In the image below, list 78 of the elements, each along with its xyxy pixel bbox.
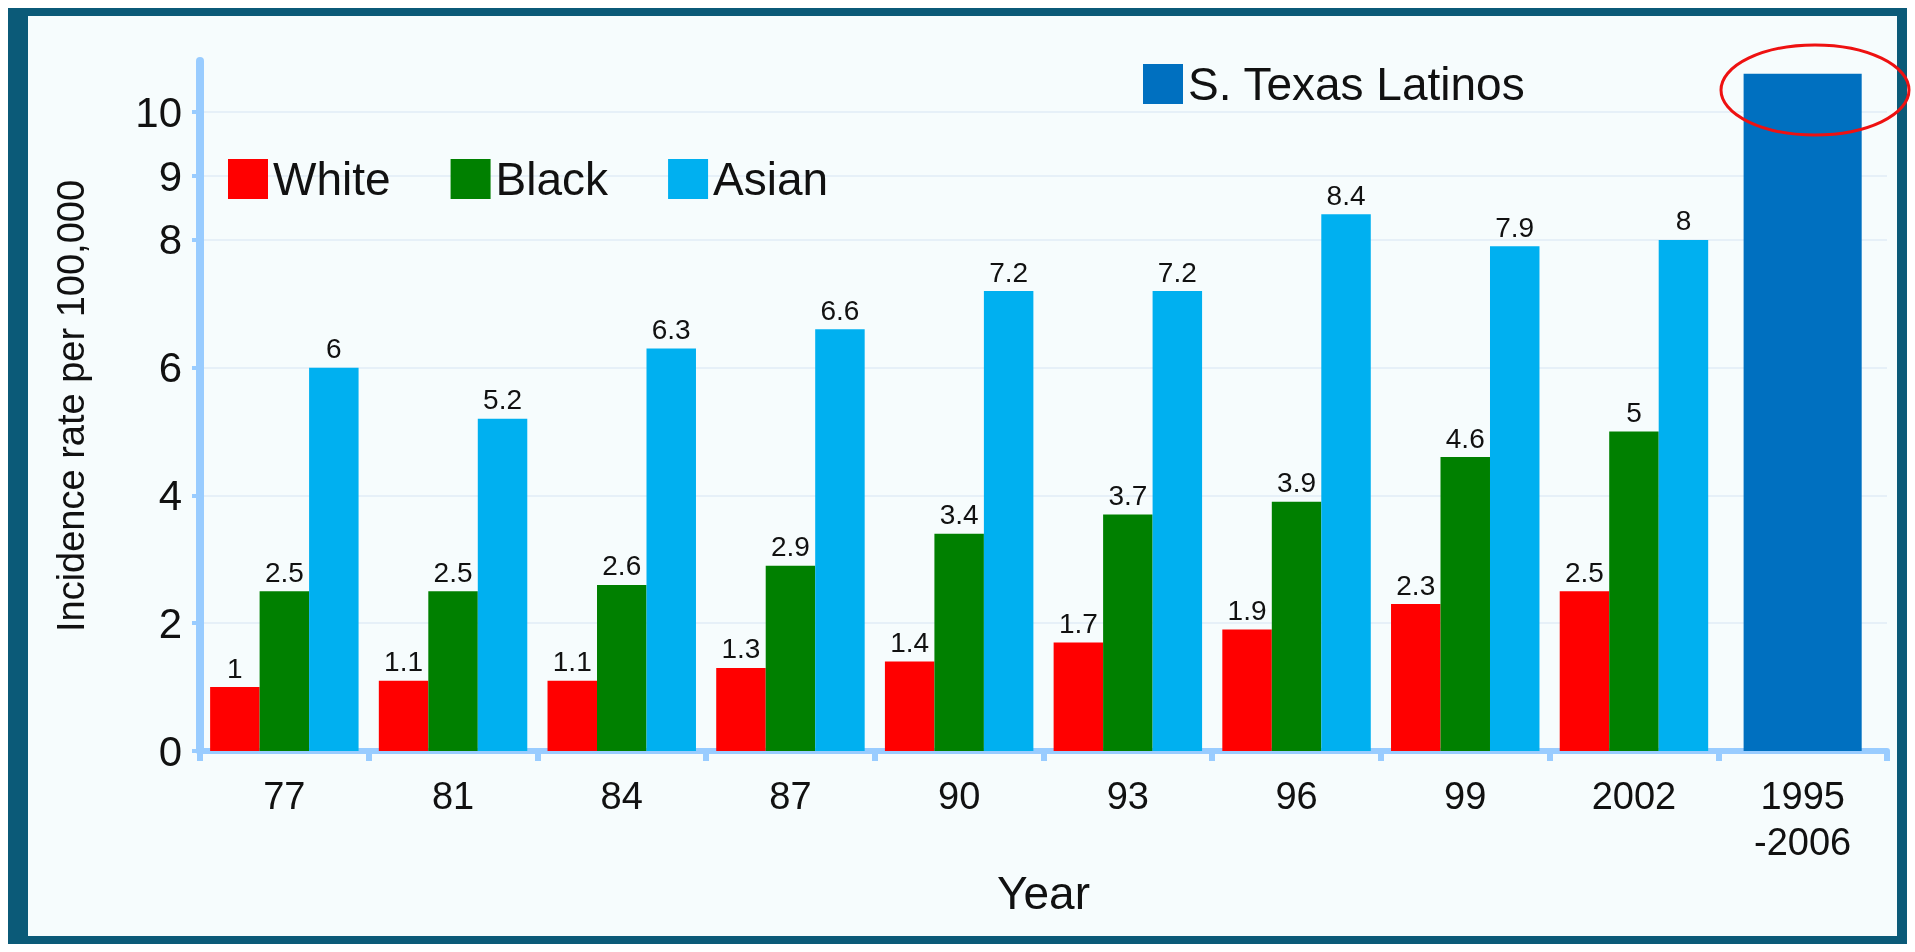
bar	[884, 661, 935, 751]
x-tick-label: 93	[1106, 775, 1149, 817]
bar	[477, 418, 528, 751]
bar	[765, 565, 816, 751]
data-label: 1.1	[552, 646, 592, 678]
data-label: 1.7	[1058, 607, 1098, 639]
data-label: 8	[1675, 205, 1692, 237]
bar	[1743, 73, 1862, 751]
data-label: 1.3	[721, 633, 761, 665]
x-axis-title: Year	[997, 866, 1090, 919]
data-label: 8.4	[1326, 179, 1366, 211]
x-tick-label: 99	[1444, 775, 1487, 817]
data-label: 4.6	[1445, 422, 1485, 454]
x-tick-label: 1995 -2006	[1754, 775, 1852, 863]
data-label: 3.9	[1277, 467, 1317, 499]
bar	[597, 584, 647, 751]
data-label: 1	[227, 652, 243, 684]
data-label: 1.4	[890, 627, 930, 659]
bar	[1222, 629, 1272, 751]
data-label: 5.2	[483, 384, 522, 416]
bar	[1658, 239, 1709, 751]
bar	[1489, 246, 1540, 751]
bar	[1321, 214, 1371, 751]
y-tick-label: 0	[158, 727, 182, 775]
y-tick-label: 6	[158, 344, 182, 392]
data-label: 1.1	[384, 646, 424, 678]
bar	[309, 367, 359, 751]
data-label: 2.5	[264, 556, 304, 588]
data-label: 7.9	[1495, 211, 1535, 243]
bar	[983, 291, 1034, 751]
data-label: 6	[326, 333, 342, 365]
bar	[259, 591, 310, 751]
x-tick-label: 96	[1275, 775, 1318, 817]
bar	[378, 680, 429, 751]
bar	[210, 687, 260, 751]
legend-label: S. Texas Latinos	[1188, 58, 1525, 110]
y-axis-title: Incidence rate per 100,000	[50, 179, 92, 633]
data-label: 7.2	[1157, 256, 1197, 288]
bar	[1103, 514, 1153, 751]
x-tick-label: 2002	[1591, 775, 1677, 817]
bar	[716, 667, 766, 751]
y-tick-label: 4	[158, 471, 182, 519]
data-label: 1.9	[1227, 595, 1267, 627]
y-tick-label: 9	[158, 152, 182, 200]
y-tick-label: 10	[135, 88, 182, 136]
bar	[428, 591, 478, 751]
data-label: 2.5	[1565, 556, 1604, 588]
bar	[1391, 604, 1441, 751]
bar	[1559, 591, 1610, 751]
x-tick-label: 77	[263, 775, 306, 817]
data-label: 2.9	[770, 531, 810, 563]
bar	[934, 533, 984, 751]
bar	[646, 348, 696, 751]
legend-label: Asian	[713, 153, 829, 205]
data-label: 6.3	[651, 314, 691, 345]
y-tick-label: 8	[158, 216, 182, 264]
x-tick-label: 84	[600, 775, 643, 817]
legend-label: White	[273, 153, 391, 205]
data-label: 5	[1626, 397, 1642, 429]
data-label: 3.7	[1108, 480, 1148, 512]
data-label: 6.6	[820, 294, 860, 326]
bar	[1440, 457, 1490, 751]
x-tick-label: 81	[431, 775, 475, 817]
data-label: 7.2	[989, 256, 1029, 288]
data-label: 2.5	[433, 556, 473, 588]
data-label: 2.6	[602, 550, 642, 582]
x-tick-label: 90	[938, 775, 981, 817]
bar	[1609, 431, 1659, 751]
bar	[815, 329, 865, 751]
data-label: 2.3	[1396, 569, 1436, 601]
x-tick-label: 87	[769, 775, 812, 817]
bar	[1271, 501, 1322, 751]
bar	[547, 680, 598, 751]
bar	[1152, 291, 1203, 751]
data-label: 3.4	[939, 499, 979, 531]
legend-label: Black	[495, 153, 610, 205]
y-tick-label: 2	[158, 599, 182, 647]
bar	[1053, 642, 1104, 751]
